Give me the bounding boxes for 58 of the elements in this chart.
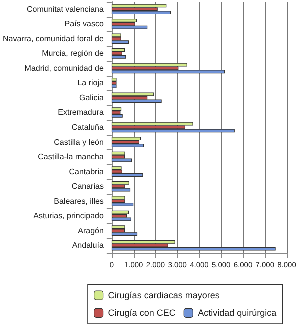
bar <box>112 181 130 185</box>
bar <box>112 52 122 56</box>
y-tick-label: La rioja <box>78 78 104 88</box>
bar <box>112 108 122 112</box>
bar <box>112 144 144 148</box>
bar <box>112 122 194 126</box>
y-tick-label: Cantabria <box>69 167 104 176</box>
bar <box>112 152 126 156</box>
bar <box>112 240 176 244</box>
bar <box>112 11 172 15</box>
bar <box>112 48 126 52</box>
bar <box>112 232 138 236</box>
y-tick-label: Navarra, comunidad foral de <box>2 34 104 44</box>
bar <box>112 129 235 133</box>
legend-label: Cirugías cardiacas mayores <box>108 290 220 301</box>
bar <box>112 26 148 30</box>
bar <box>112 78 117 82</box>
bar <box>112 188 131 192</box>
bar <box>112 137 142 141</box>
bar <box>112 158 132 162</box>
bar <box>112 55 126 59</box>
bar <box>112 140 140 144</box>
y-tick-label: Aragón <box>78 226 104 236</box>
y-tick-label: Extremadura <box>58 108 104 118</box>
bar <box>112 63 188 67</box>
bar <box>112 81 117 85</box>
bar <box>112 226 126 230</box>
y-tick-label: Andaluía <box>72 241 104 250</box>
y-tick-label: Asturias, principado <box>34 212 104 221</box>
bar <box>112 4 167 8</box>
bar <box>112 40 130 44</box>
bar <box>112 247 276 251</box>
bar <box>112 166 122 170</box>
bar <box>112 100 162 104</box>
legend-label: Actividad quirúrgica <box>198 308 277 318</box>
y-tick-label: Galicia <box>79 93 104 102</box>
y-tick-label: Comunitat valenciana <box>27 4 104 14</box>
y-tick-label: País vasco <box>64 20 104 29</box>
y-tick-label: Murcia, región de <box>42 49 104 58</box>
bar <box>112 218 132 222</box>
bar <box>112 114 123 118</box>
legend-label: Cirugía con CEC <box>108 308 176 318</box>
bar <box>112 203 134 206</box>
bar <box>112 210 130 214</box>
bar <box>112 111 121 114</box>
y-tick-label: Castilla y león <box>54 138 104 147</box>
bar <box>112 174 144 177</box>
y-tick-label: Canarias <box>72 182 104 192</box>
bar <box>112 214 128 218</box>
bar <box>112 70 226 74</box>
bar <box>112 18 138 22</box>
bar <box>112 196 126 200</box>
y-tick-label: Castilla-la mancha <box>38 152 104 162</box>
y-tick-label: Cataluña <box>72 123 104 132</box>
y-tick-label: Madrid, comunidad de <box>24 64 104 73</box>
bar <box>112 84 117 88</box>
y-tick-label: Baleares, illes <box>54 196 104 206</box>
bar <box>112 34 122 38</box>
